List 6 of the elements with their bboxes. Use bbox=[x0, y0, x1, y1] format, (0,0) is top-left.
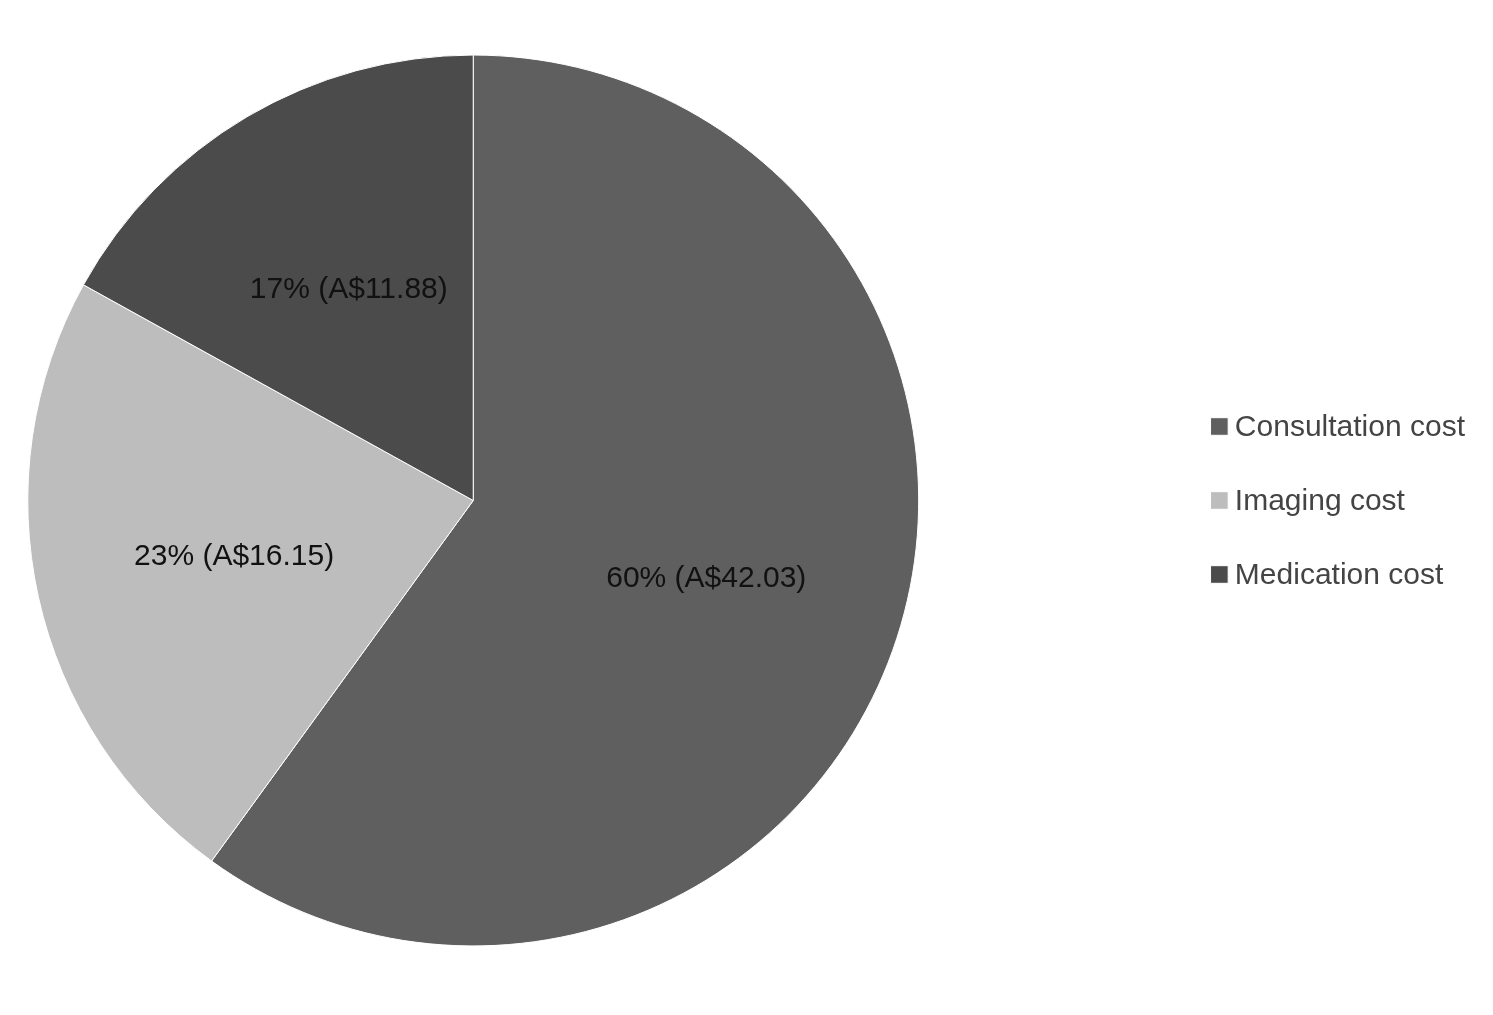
data-label: 60% (A$42.03) bbox=[606, 560, 807, 594]
legend-label: Imaging cost bbox=[1234, 483, 1405, 517]
data-label: 17% (A$11.88) bbox=[249, 270, 448, 304]
legend-label: Medication cost bbox=[1234, 557, 1444, 591]
data-label: 23% (A$16.15) bbox=[134, 537, 335, 571]
legend-label: Consultation cost bbox=[1234, 409, 1465, 443]
